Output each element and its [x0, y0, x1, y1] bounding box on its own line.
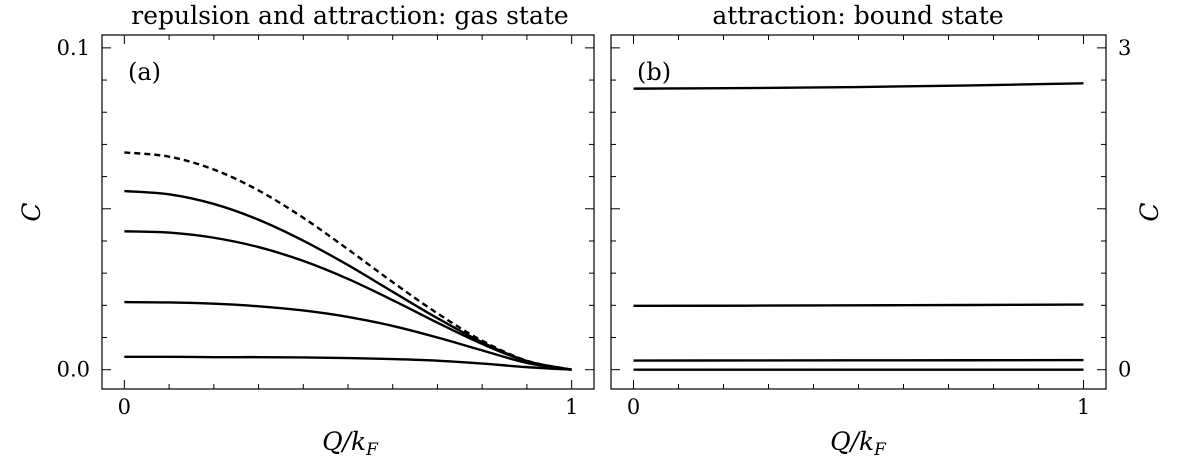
panel-a-curves: [124, 151, 572, 371]
x-tick-label: 1: [565, 395, 578, 419]
panel-a-title: repulsion and attraction: gas state: [131, 1, 568, 30]
panel-b-y-ticks: 03: [1118, 36, 1131, 382]
panel-a-y-axis-label: C: [17, 202, 46, 221]
panel-b-y-axis-label: C: [1135, 202, 1164, 221]
panel-a-x-axis-label: Q/kF: [322, 427, 379, 460]
series-line-4: [124, 300, 572, 371]
series-line-1: [124, 151, 572, 371]
panel-b-x-axis-label: Q/kF: [830, 427, 887, 460]
panel-a-minor-ticks: [102, 35, 594, 389]
y-tick-label: 3: [1118, 36, 1131, 60]
series-line-2: [633, 303, 1084, 308]
y-tick-label: 0.0: [57, 358, 90, 382]
y-tick-label: 0: [1118, 358, 1131, 382]
panel-a-gas-state: repulsion and attraction: gas state (a) …: [17, 1, 595, 460]
panel-a-plot-frame: [101, 34, 595, 390]
y-tick-label: 0.1: [57, 36, 90, 60]
x-tick-label: 1: [1077, 395, 1090, 419]
panel-b-label: (b): [637, 58, 671, 86]
x-tick-label: 0: [627, 395, 640, 419]
panel-a-y-ticks: 0.0 0.1: [57, 36, 90, 382]
x-tick-label: 0: [118, 395, 131, 419]
panel-b-minor-ticks: [611, 35, 1106, 389]
series-line-3: [124, 230, 572, 371]
panel-b-curves: [633, 82, 1084, 371]
series-line-5: [124, 355, 572, 371]
series-line-3: [633, 358, 1084, 362]
panel-a-label: (a): [128, 58, 161, 86]
series-line-2: [124, 189, 572, 371]
series-line-1: [633, 82, 1084, 90]
panel-b-title: attraction: bound state: [712, 1, 1003, 30]
